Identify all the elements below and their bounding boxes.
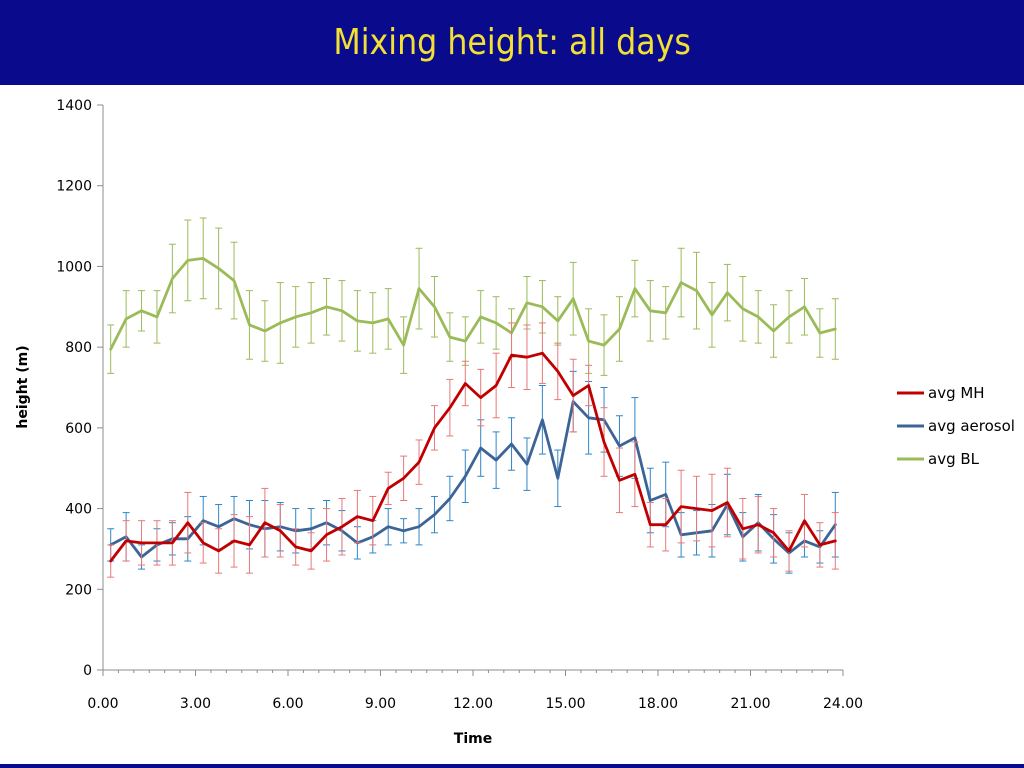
x-tick-label: 0.00 [87,696,118,712]
legend-label: avg BL [928,450,980,468]
series-line [109,351,837,563]
chart-title: Mixing height: all days [333,22,691,63]
y-tick-label: 1200 [56,179,92,195]
x-tick-label: 12.00 [453,696,493,712]
legend-label: avg MH [928,384,985,402]
legend-label: avg aerosol [928,417,1015,435]
x-tick-label: 21.00 [730,696,770,712]
series-layer [107,217,839,578]
bottom-divider [0,764,1024,768]
x-axis-title: Time [454,731,492,747]
legend: avg MH avg aerosol avg BL [897,384,1015,468]
y-tick-label: 400 [65,502,92,518]
x-tick-label: 18.00 [638,696,678,712]
series-avg-aerosol [107,370,839,574]
series-avg-bl [107,217,839,376]
chart-axes [97,104,844,676]
tick-labels: 0 200 400 600 800 1000 1200 1400 0.00 3.00 6.00 9.0… [56,98,863,712]
series-line [109,256,837,351]
x-tick-label: 24.00 [823,696,863,712]
series-line [109,400,837,559]
y-tick-label: 200 [65,582,92,598]
x-tick-label: 15.00 [545,696,585,712]
series-avg-mh [107,322,839,578]
title-bar: Mixing height: all days [0,0,1024,85]
y-axis-title: height (m) [15,345,31,428]
x-tick-label: 9.00 [365,696,396,712]
x-tick-label: 6.00 [272,696,303,712]
y-tick-label: 0 [83,663,92,679]
y-tick-label: 800 [65,340,92,356]
y-tick-label: 1400 [56,98,92,114]
y-tick-label: 1000 [56,259,92,275]
y-tick-label: 600 [65,421,92,437]
x-tick-label: 3.00 [180,696,211,712]
